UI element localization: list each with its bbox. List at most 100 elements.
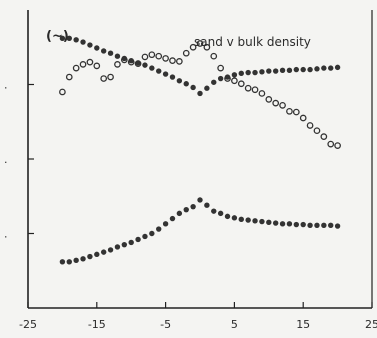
data-point-series-3 — [94, 251, 100, 258]
data-point-series-2 — [196, 40, 204, 47]
data-point-series-1 — [321, 65, 327, 71]
data-point-series-1 — [114, 53, 121, 59]
data-point-series-1 — [149, 65, 155, 71]
data-point-series-1 — [300, 66, 306, 73]
data-point-series-2 — [169, 57, 176, 65]
data-point-series-3 — [135, 236, 141, 243]
data-point-series-3 — [176, 210, 183, 217]
data-point-series-3 — [100, 249, 107, 255]
data-point-series-2 — [292, 108, 300, 116]
data-point-series-2 — [79, 61, 87, 68]
data-point-series-3 — [73, 257, 79, 264]
data-point-series-2 — [224, 75, 231, 82]
data-point-series-2 — [155, 52, 163, 60]
data-point-series-1 — [156, 68, 162, 74]
data-point-series-2 — [65, 73, 73, 81]
data-point-series-2 — [265, 96, 273, 103]
data-point-series-2 — [141, 53, 149, 61]
panel-label: (~) — [46, 29, 69, 44]
data-point-series-2 — [107, 73, 114, 81]
data-point-series-3 — [80, 256, 86, 262]
data-point-series-2 — [320, 133, 328, 140]
data-point-series-2 — [59, 88, 66, 96]
data-point-series-3 — [142, 233, 148, 240]
data-point-series-3 — [314, 222, 320, 229]
data-point-series-3 — [307, 222, 313, 229]
data-point-series-2 — [176, 58, 183, 65]
data-point-series-3 — [293, 221, 300, 228]
data-point-series-2 — [120, 56, 128, 64]
data-point-series-2 — [286, 107, 293, 115]
data-point-series-2 — [327, 140, 335, 148]
data-point-series-1 — [231, 72, 238, 78]
data-point-series-1 — [94, 45, 100, 51]
data-point-series-1 — [286, 67, 293, 74]
data-point-series-2 — [244, 84, 252, 92]
data-point-series-1 — [169, 74, 176, 80]
data-point-series-3 — [286, 221, 293, 227]
data-point-series-2 — [148, 51, 156, 59]
data-point-series-3 — [190, 203, 196, 210]
data-point-series-2 — [114, 61, 121, 68]
data-point-series-3 — [279, 221, 286, 227]
data-point-series-1 — [259, 69, 265, 75]
data-point-series-3 — [169, 215, 176, 222]
data-point-series-3 — [211, 208, 217, 214]
data-point-series-2 — [313, 127, 321, 135]
data-point-series-2 — [334, 142, 341, 149]
data-point-series-1 — [293, 66, 300, 73]
data-point-series-2 — [251, 86, 259, 94]
data-point-series-2 — [72, 64, 80, 72]
data-point-series-3 — [272, 220, 279, 226]
data-point-series-2 — [134, 60, 142, 67]
data-point-series-3 — [66, 259, 72, 265]
data-point-series-2 — [162, 55, 169, 62]
data-point-series-3 — [321, 222, 327, 229]
data-point-series-2 — [203, 43, 211, 51]
data-point-series-1 — [190, 84, 196, 91]
y-tick-label: . — [4, 228, 8, 241]
data-point-series-1 — [314, 66, 320, 72]
x-tick-label: 25 — [365, 318, 377, 331]
data-point-series-1 — [59, 35, 66, 42]
data-point-series-3 — [300, 221, 306, 228]
data-point-series-3 — [162, 221, 169, 227]
data-point-series-1 — [176, 78, 183, 84]
data-point-series-3 — [252, 218, 258, 224]
y-tick-label: . — [4, 79, 8, 92]
tick-marks: -25 -15 -5 5 15 25... — [4, 79, 377, 332]
data-point-series-2 — [100, 75, 108, 82]
data-point-series-3 — [328, 222, 334, 229]
data-point-series-1 — [100, 48, 107, 54]
data-point-series-1 — [211, 79, 217, 85]
data-point-series-3 — [156, 226, 162, 232]
data-point-series-1 — [204, 85, 210, 91]
data-point-series-2 — [93, 62, 101, 70]
data-point-series-2 — [189, 43, 197, 51]
data-point-series-1 — [87, 42, 93, 48]
data-point-series-3 — [259, 218, 265, 225]
data-point-series-3 — [87, 253, 93, 260]
data-point-series-1 — [183, 81, 189, 87]
data-point-series-2 — [237, 80, 245, 88]
data-point-series-1 — [217, 75, 224, 82]
data-point-series-3 — [231, 215, 238, 221]
data-point-series-1 — [272, 68, 279, 74]
data-point-series-3 — [266, 219, 272, 226]
data-point-series-2 — [306, 122, 314, 129]
data-point-series-3 — [128, 239, 134, 246]
y-tick-label: . — [4, 153, 8, 166]
data-point-series-2 — [258, 90, 266, 97]
data-point-series-1 — [307, 66, 313, 73]
data-point-series-3 — [217, 210, 224, 217]
data-point-series-1 — [107, 50, 114, 56]
data-point-series-2 — [299, 114, 307, 122]
data-point-series-1 — [266, 68, 272, 74]
x-tick-label: 5 — [231, 318, 238, 331]
data-point-series-1 — [328, 65, 334, 71]
data-point-series-3 — [197, 197, 203, 203]
data-point-series-1 — [245, 69, 251, 76]
data-point-series-2 — [86, 58, 94, 66]
